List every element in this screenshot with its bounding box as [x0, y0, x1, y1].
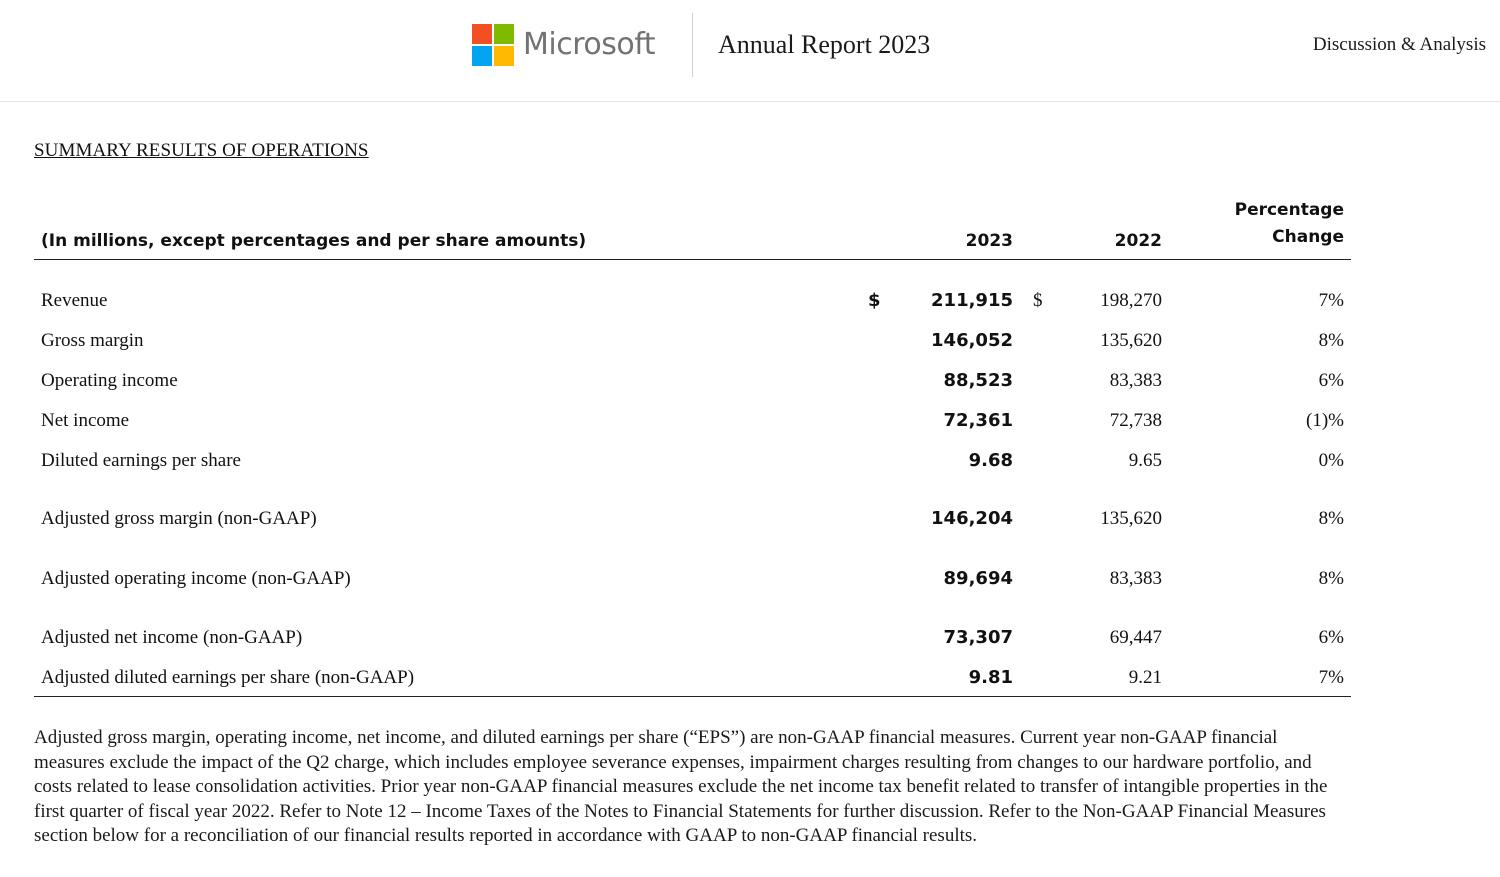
- logo-square-red: [472, 24, 492, 44]
- value-2023: 89,694: [943, 568, 1013, 589]
- table-row: Net income 72,361 72,738 (1)%: [34, 406, 1351, 436]
- row-label: Diluted earnings per share: [41, 450, 241, 471]
- section-link-discussion-analysis[interactable]: Discussion & Analysis: [1312, 34, 1486, 55]
- table-row: Operating income 88,523 83,383 6%: [34, 366, 1351, 396]
- report-title: Annual Report 2023: [718, 30, 931, 59]
- table-bottom-rule: [34, 696, 1351, 697]
- percentage-change: 8%: [1318, 568, 1344, 589]
- microsoft-logo-icon: [472, 24, 514, 66]
- table-row: Adjusted net income (non-GAAP) 73,307 69…: [34, 623, 1351, 653]
- value-2023: 146,204: [931, 508, 1013, 529]
- column-header-2023: 2023: [965, 231, 1013, 251]
- column-header-pct-line2: Change: [1272, 227, 1344, 247]
- column-header-2022: 2022: [1114, 231, 1162, 251]
- column-header-percentage-change: Percentage Change: [1235, 197, 1344, 251]
- value-2022: 198,270: [1100, 290, 1162, 311]
- currency-symbol-2023: $: [868, 290, 881, 311]
- row-label: Adjusted operating income (non-GAAP): [41, 568, 351, 589]
- value-2022: 135,620: [1100, 508, 1162, 529]
- section-heading: SUMMARY RESULTS OF OPERATIONS: [34, 140, 369, 161]
- row-label: Operating income: [41, 370, 178, 391]
- percentage-change: 7%: [1318, 290, 1344, 311]
- page-header: Microsoft Annual Report 2023 Discussion …: [0, 0, 1500, 102]
- percentage-change: 6%: [1318, 370, 1344, 391]
- currency-symbol-2022: $: [1033, 290, 1043, 311]
- percentage-change: 6%: [1318, 627, 1344, 648]
- table-row: Adjusted operating income (non-GAAP) 89,…: [34, 564, 1351, 594]
- table-caption: (In millions, except percentages and per…: [41, 231, 587, 251]
- table-row: Adjusted gross margin (non-GAAP) 146,204…: [34, 504, 1351, 534]
- table-row: Gross margin 146,052 135,620 8%: [34, 326, 1351, 356]
- row-label: Gross margin: [41, 330, 144, 351]
- row-label: Adjusted diluted earnings per share (non…: [41, 667, 415, 688]
- percentage-change: 7%: [1318, 667, 1344, 688]
- value-2022: 72,738: [1109, 410, 1162, 431]
- row-label: Net income: [41, 410, 130, 431]
- value-2023: 9.81: [968, 667, 1013, 688]
- row-label: Adjusted net income (non-GAAP): [41, 627, 303, 648]
- non-gaap-footnote: Adjusted gross margin, operating income,…: [34, 727, 1328, 846]
- brand-wordmark: Microsoft: [523, 27, 656, 62]
- value-2022: 135,620: [1100, 330, 1162, 351]
- table-header: (In millions, except percentages and per…: [34, 195, 1351, 260]
- percentage-change: 8%: [1318, 330, 1344, 351]
- value-2023: 72,361: [943, 410, 1013, 431]
- logo-square-blue: [472, 46, 492, 66]
- logo-square-green: [494, 24, 514, 44]
- row-label: Adjusted gross margin (non-GAAP): [41, 508, 317, 529]
- summary-results-table: (In millions, except percentages and per…: [34, 195, 1351, 697]
- value-2022: 9.21: [1128, 667, 1162, 688]
- logo-square-yellow: [494, 46, 514, 66]
- value-2023: 9.68: [968, 450, 1013, 471]
- table-row: Revenue $ 211,915 $ 198,270 7%: [34, 286, 1351, 316]
- value-2022: 83,383: [1109, 370, 1162, 391]
- column-header-pct-line1: Percentage: [1234, 200, 1344, 220]
- value-2023: 211,915: [931, 290, 1013, 311]
- value-2023: 73,307: [943, 627, 1013, 648]
- value-2022: 9.65: [1128, 450, 1162, 471]
- row-label: Revenue: [41, 290, 108, 311]
- value-2022: 69,447: [1109, 627, 1162, 648]
- percentage-change: 0%: [1318, 450, 1344, 471]
- table-row: Adjusted diluted earnings per share (non…: [34, 663, 1351, 693]
- header-divider: [692, 13, 693, 77]
- value-2022: 83,383: [1109, 568, 1162, 589]
- value-2023: 88,523: [943, 370, 1013, 391]
- percentage-change: 8%: [1318, 508, 1344, 529]
- percentage-change: (1)%: [1306, 410, 1344, 431]
- table-row: Diluted earnings per share 9.68 9.65 0%: [34, 446, 1351, 476]
- value-2023: 146,052: [931, 330, 1013, 351]
